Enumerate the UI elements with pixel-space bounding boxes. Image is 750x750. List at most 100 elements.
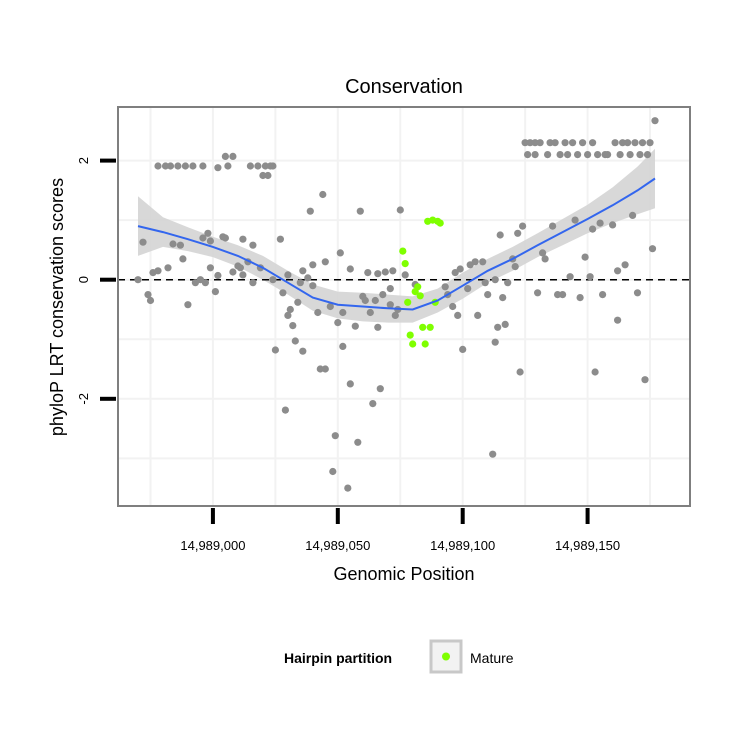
other-point	[621, 261, 629, 269]
other-point	[629, 211, 637, 219]
other-point	[646, 139, 654, 147]
other-point	[491, 276, 499, 284]
other-point	[396, 206, 404, 214]
other-point	[314, 308, 322, 317]
other-point	[569, 139, 577, 147]
other-point	[206, 237, 214, 245]
other-point	[643, 151, 652, 159]
other-point	[566, 273, 574, 281]
other-point	[541, 255, 549, 263]
other-point	[594, 151, 602, 159]
other-point	[206, 264, 214, 272]
other-point	[316, 365, 324, 373]
other-point	[616, 151, 624, 159]
other-point	[489, 450, 497, 458]
other-point	[379, 291, 387, 299]
other-point	[574, 151, 582, 159]
other-point	[401, 271, 409, 279]
other-point	[531, 151, 539, 159]
other-point	[221, 152, 229, 160]
mature-point	[404, 298, 412, 306]
other-point	[236, 264, 244, 272]
other-point	[596, 219, 604, 227]
mature-point	[426, 323, 434, 331]
mature-point	[416, 292, 424, 300]
other-point	[626, 151, 634, 159]
legend-label-mature: Mature	[470, 650, 514, 666]
other-point	[179, 255, 187, 263]
other-point	[139, 238, 147, 246]
legend-key-dot	[442, 652, 450, 661]
other-point	[531, 139, 539, 147]
other-point	[614, 316, 622, 324]
other-point	[229, 268, 237, 276]
other-point	[491, 338, 499, 346]
other-point	[309, 282, 317, 290]
other-point	[299, 347, 307, 355]
other-point	[364, 269, 372, 277]
other-point	[344, 484, 352, 492]
other-point	[321, 258, 329, 266]
other-point	[201, 279, 209, 287]
other-point	[164, 264, 172, 272]
other-point	[306, 207, 314, 215]
other-point	[339, 342, 347, 350]
legend-title: Hairpin partition	[284, 650, 392, 666]
other-point	[299, 267, 307, 275]
other-point	[386, 301, 394, 309]
other-point	[319, 190, 327, 199]
other-point	[294, 298, 302, 306]
other-point	[204, 229, 212, 237]
other-point	[336, 249, 344, 257]
other-point	[329, 467, 337, 476]
other-point	[604, 151, 612, 159]
other-point	[184, 301, 192, 309]
other-point	[484, 291, 492, 299]
other-point	[633, 289, 642, 297]
other-point	[641, 376, 649, 384]
other-point	[166, 162, 175, 170]
other-point	[636, 151, 644, 159]
other-point	[536, 139, 544, 147]
other-point	[386, 285, 394, 293]
other-point	[576, 294, 584, 302]
other-point	[211, 288, 219, 296]
other-point	[174, 162, 182, 170]
other-point	[586, 273, 594, 281]
other-point	[269, 162, 277, 170]
mature-point	[406, 331, 414, 339]
other-point	[366, 308, 374, 317]
other-point	[264, 171, 272, 180]
legend: Hairpin partition Mature	[284, 639, 514, 674]
other-point	[181, 162, 189, 170]
other-point	[459, 345, 467, 353]
other-point	[224, 162, 232, 170]
other-point	[169, 240, 177, 248]
other-point	[134, 276, 142, 284]
other-point	[331, 432, 339, 440]
other-point	[289, 322, 297, 330]
other-point	[309, 261, 317, 269]
other-point	[199, 234, 207, 242]
other-point	[346, 380, 354, 388]
other-point	[176, 241, 184, 249]
other-point	[611, 139, 619, 147]
other-point	[564, 151, 572, 159]
panel-border	[117, 106, 691, 507]
other-point	[544, 151, 552, 159]
other-point	[259, 171, 267, 180]
chart-title: Conservation	[345, 76, 463, 98]
other-point	[524, 151, 532, 159]
other-point	[146, 296, 155, 305]
other-point	[239, 235, 247, 243]
other-point	[356, 207, 364, 215]
other-point	[474, 311, 482, 319]
other-point	[389, 267, 397, 275]
other-point	[339, 308, 347, 317]
data-points	[134, 117, 659, 492]
other-point	[334, 319, 342, 327]
other-point	[374, 323, 382, 331]
y-tick-label: -2	[76, 393, 91, 405]
other-point	[214, 271, 222, 280]
